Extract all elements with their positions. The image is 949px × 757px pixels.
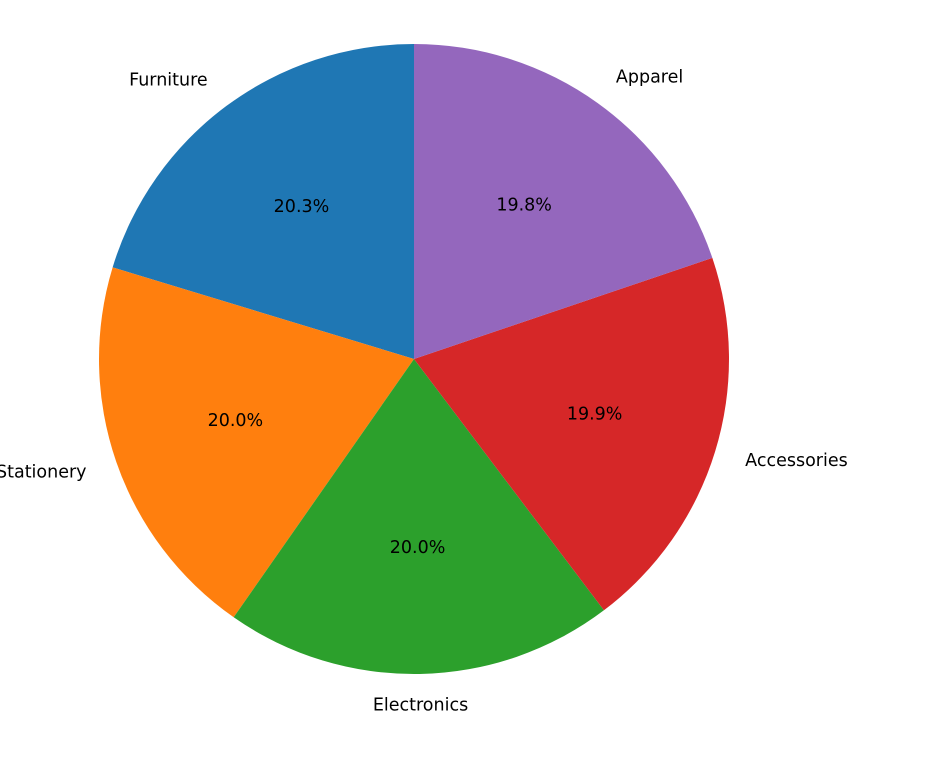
pie-percent-label: 20.0%: [208, 411, 264, 431]
pie-slice-apparel: [414, 44, 713, 359]
pie-category-label: Stationery: [0, 462, 87, 482]
pie-category-label: Electronics: [373, 695, 468, 715]
pie-slice-electronics: [233, 359, 604, 674]
pie-category-label: Apparel: [616, 67, 683, 87]
pie-percent-labels: 20.3% 20.0% 20.0% 19.9% 19.8%: [208, 195, 623, 558]
pie-percent-label: 19.9%: [567, 405, 623, 425]
pie-percent-label: 19.8%: [496, 195, 552, 215]
pie-percent-label: 20.3%: [274, 197, 330, 217]
pie-slices: [99, 44, 729, 674]
pie-category-labels: Furniture Stationery Electronics Accessorie…: [0, 67, 848, 715]
pie-slice-stationery: [99, 267, 414, 618]
pie-percent-label: 20.0%: [390, 538, 446, 558]
pie-slice-furniture: [112, 44, 414, 359]
pie-category-label: Furniture: [129, 71, 208, 91]
pie-slice-accessories: [414, 257, 729, 611]
pie-category-label: Accessories: [745, 451, 848, 471]
